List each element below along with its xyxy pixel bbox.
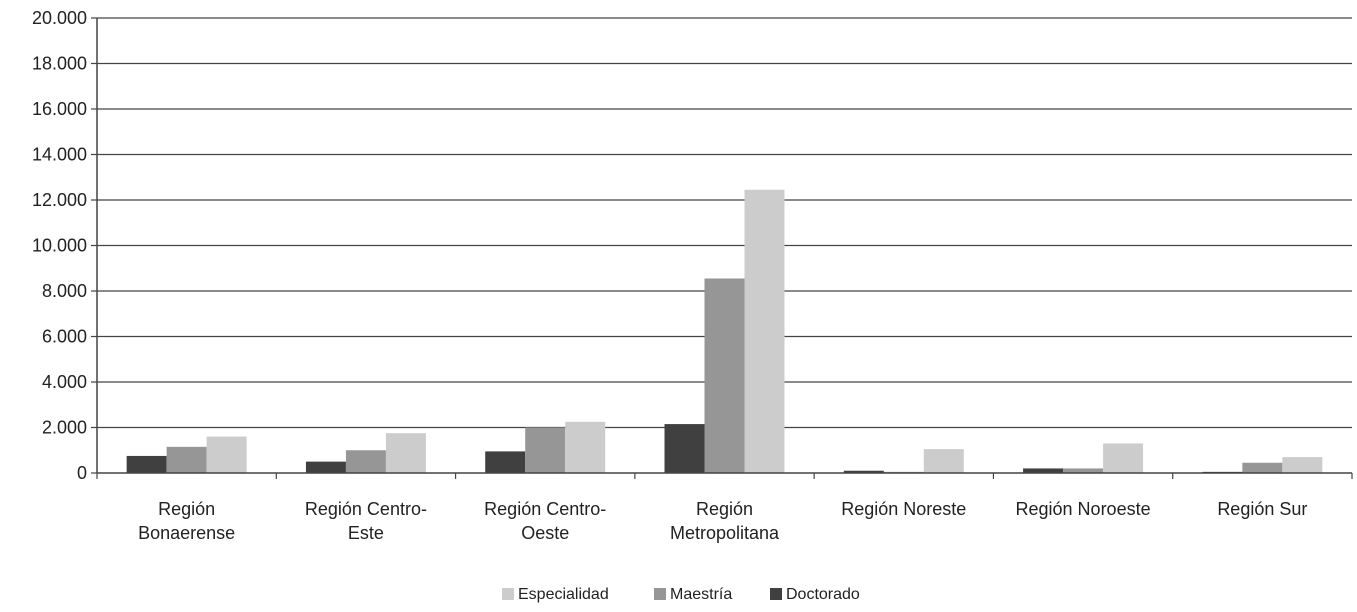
y-tick-label: 16.000 <box>32 99 87 119</box>
x-category-label: Región <box>696 499 753 519</box>
y-tick-label: 18.000 <box>32 54 87 74</box>
bar-maestr-a <box>345 450 386 473</box>
y-tick-label: 6.000 <box>42 327 87 347</box>
y-tick-label: 2.000 <box>42 418 87 438</box>
legend: Especialidad Maestría Doctorado <box>502 586 860 603</box>
legend-swatch <box>502 588 514 600</box>
x-category-label: Metropolitana <box>670 523 780 543</box>
x-category-label: Región Centro- <box>484 499 606 519</box>
bar-doctorado <box>126 455 167 473</box>
x-category-label: Este <box>348 523 384 543</box>
y-tick-label: 8.000 <box>42 281 87 301</box>
bar-especialidad <box>1282 457 1323 473</box>
x-category-label: Región Sur <box>1217 499 1307 519</box>
gridlines <box>97 17 1352 429</box>
bar-doctorado <box>305 461 346 473</box>
legend-swatch <box>770 588 782 600</box>
y-tick-label: 10.000 <box>32 236 87 256</box>
y-tick-label: 20.000 <box>32 8 87 28</box>
bar-maestr-a <box>704 278 745 473</box>
x-category-label: Región Noreste <box>841 499 966 519</box>
x-category-label: Región Noroeste <box>1016 499 1151 519</box>
bar-doctorado <box>664 424 705 473</box>
bar-doctorado <box>1023 468 1064 473</box>
bar-maestr-a <box>166 446 207 473</box>
legend-swatch <box>654 588 666 600</box>
x-category-label: Bonaerense <box>138 523 235 543</box>
bar-maestr-a <box>1063 468 1104 473</box>
legend-label: Especialidad <box>518 586 609 603</box>
bar-especialidad <box>385 433 426 473</box>
bar-maestr-a <box>525 427 566 473</box>
bars <box>126 189 1323 473</box>
y-tick-label: 0 <box>77 463 87 483</box>
bar-doctorado <box>485 451 526 473</box>
bar-especialidad <box>1103 443 1144 473</box>
legend-label: Maestría <box>670 586 732 603</box>
bar-maestr-a <box>1242 462 1283 473</box>
bar-especialidad <box>206 436 247 473</box>
axes <box>91 17 1353 479</box>
y-axis-tick-labels: 0 2.000 4.000 6.000 8.000 10.000 12.000 14.000 1… <box>32 8 87 483</box>
bar-doctorado <box>843 470 884 473</box>
bar-especialidad <box>565 421 606 473</box>
x-axis-category-labels: Región Bonaerense Región Centro- Este Región… <box>138 499 1307 543</box>
x-category-label: Oeste <box>521 523 569 543</box>
bar-especialidad <box>744 189 785 473</box>
y-tick-label: 4.000 <box>42 372 87 392</box>
y-tick-label: 12.000 <box>32 190 87 210</box>
x-category-label: Región <box>158 499 215 519</box>
legend-label: Doctorado <box>786 586 860 603</box>
x-category-label: Región Centro- <box>305 499 427 519</box>
bar-especialidad <box>923 449 964 473</box>
y-tick-label: 14.000 <box>32 145 87 165</box>
